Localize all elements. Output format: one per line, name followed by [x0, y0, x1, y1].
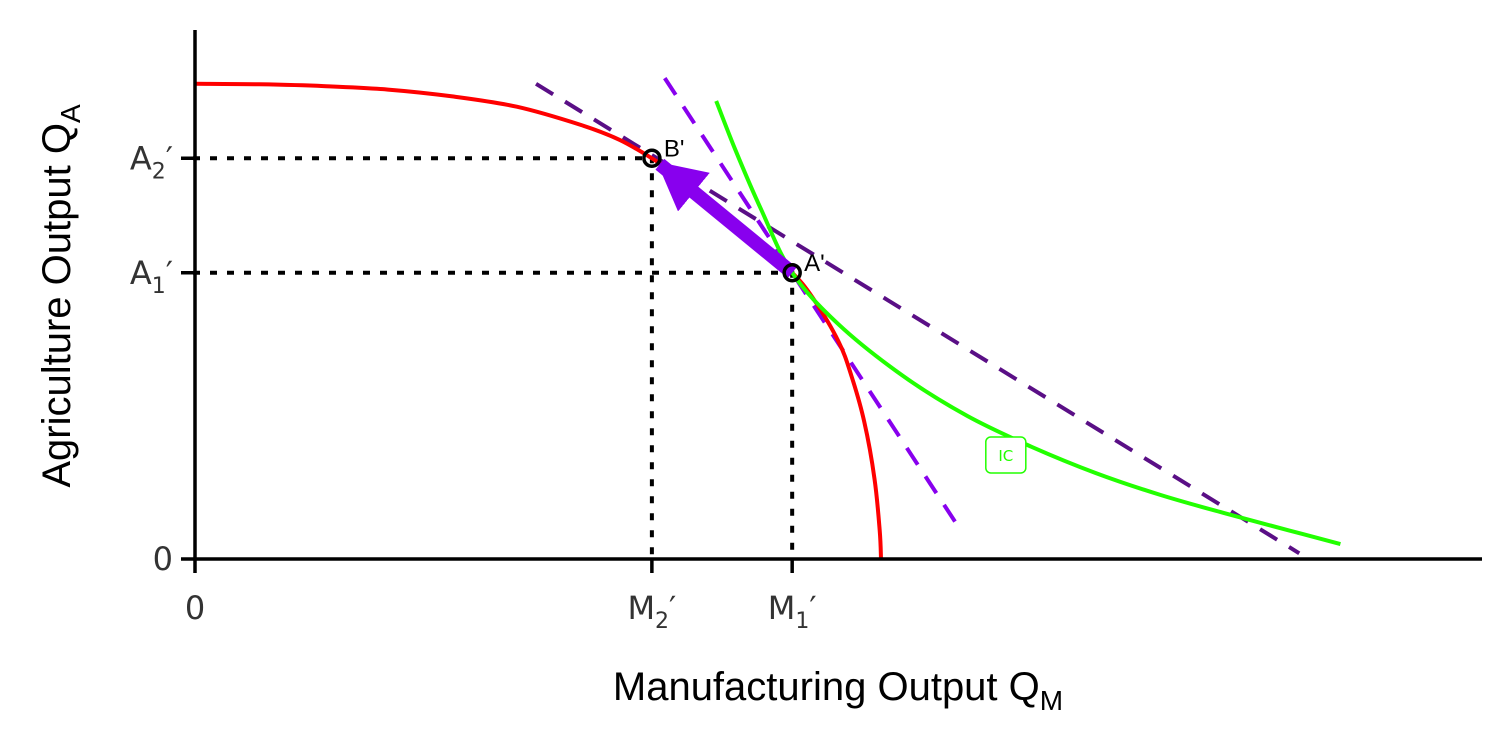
point-marker [642, 148, 662, 168]
arrow-shaft [655, 158, 797, 279]
point-label: B' [664, 135, 685, 162]
indifference-curve [714, 100, 1341, 547]
x-tick-label: 0 [185, 589, 205, 627]
x-tick-label: M1′ [768, 589, 817, 634]
ic-label-box [985, 436, 1027, 474]
tangent-line [663, 77, 963, 532]
point-label: A' [804, 250, 825, 277]
y-tick-label: 0 [153, 540, 173, 578]
y-tick-label: A1′ [130, 254, 173, 299]
point-marker [782, 263, 802, 283]
ic-label-text: IC [998, 447, 1013, 465]
points: A' B' [642, 135, 825, 283]
x-tick-label: M2′ [627, 589, 676, 634]
ic-curve-label: IC [985, 436, 1027, 474]
movement-arrow [655, 158, 797, 279]
production-possibilities-frontier [194, 81, 883, 560]
curves [194, 81, 1341, 560]
guide-lines [193, 156, 795, 561]
x-ticks: 0 M2′ M1′ [185, 559, 817, 634]
y-axis-title: Agriculture Output QA [35, 104, 86, 488]
y-tick-label: A2′ [130, 139, 173, 184]
x-axis-title: Manufacturing Output QM [613, 665, 1063, 716]
y-ticks: 0 A1′ A2′ [130, 139, 195, 578]
